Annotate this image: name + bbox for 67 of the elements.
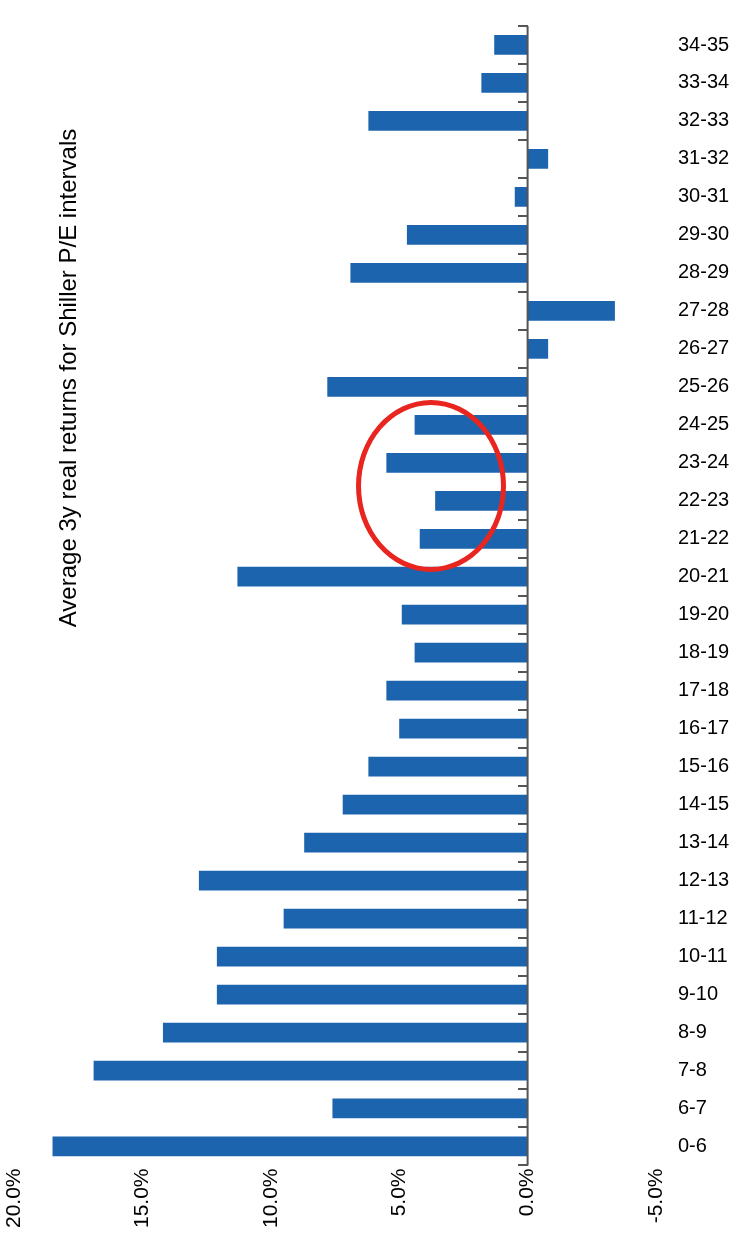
- bar: [52, 1136, 528, 1157]
- y-tick-label: 14-15: [678, 792, 730, 815]
- y-tick-label: 8-9: [678, 1020, 707, 1043]
- bar: [401, 604, 528, 625]
- y-tick-label: 12-13: [678, 868, 730, 891]
- x-tick-label: 0.0%: [514, 1168, 538, 1217]
- bar: [198, 870, 528, 891]
- bar: [481, 73, 528, 93]
- bar: [162, 1022, 528, 1043]
- bar: [327, 376, 528, 397]
- y-tick-label: 25-26: [678, 374, 730, 397]
- bar: [332, 1098, 528, 1119]
- bar: [237, 566, 528, 587]
- bar: [93, 1060, 528, 1081]
- y-tick-label: 27-28: [678, 298, 730, 321]
- y-tick-label: 17-18: [678, 678, 730, 701]
- bar: [414, 642, 528, 663]
- bar: [216, 984, 528, 1005]
- bar: [527, 300, 615, 321]
- y-tick-label: 26-27: [678, 336, 730, 359]
- bar: [368, 111, 528, 131]
- y-tick-label: 15-16: [678, 754, 730, 777]
- bar: [368, 756, 528, 777]
- y-tick-label: 21-22: [678, 526, 730, 549]
- y-tick-label: 18-19: [678, 640, 730, 663]
- bar: [283, 908, 528, 929]
- y-tick-label: 9-10: [678, 982, 719, 1005]
- y-tick-label: 33-34: [678, 70, 730, 93]
- bar: [399, 718, 528, 739]
- y-tick-label: 28-29: [678, 260, 730, 283]
- bar: [406, 225, 528, 245]
- bar: [216, 946, 528, 967]
- x-tick-label: 5.0%: [386, 1168, 409, 1217]
- y-tick-label: 13-14: [678, 830, 730, 853]
- y-tick-label: 31-32: [678, 146, 730, 169]
- y-tick-label: 32-33: [678, 108, 730, 131]
- bar: [435, 490, 528, 511]
- text: Average 3y real returns for Shiller P/E intervals: [54, 128, 82, 628]
- bar: [386, 680, 528, 701]
- bar: [494, 35, 528, 55]
- y-tick-label: 29-30: [678, 222, 730, 245]
- x-tick-label: 20.0%: [0, 1168, 24, 1228]
- bar: [527, 338, 549, 359]
- x-tick-label: 10.0%: [257, 1168, 281, 1228]
- y-tick-label: 10-11: [678, 944, 728, 967]
- y-tick-label: 19-20: [678, 602, 730, 625]
- y-tick-label: 22-23: [678, 488, 730, 511]
- y-tick-label: 34-35: [678, 32, 730, 55]
- y-tick-label: 6-7: [678, 1096, 707, 1118]
- bar: [527, 149, 549, 169]
- y-tick-label: 20-21: [678, 564, 730, 587]
- bar: [419, 528, 528, 549]
- y-tick-label: 7-8: [678, 1058, 707, 1081]
- y-tick-label: 24-25: [678, 412, 730, 435]
- bar: [386, 452, 528, 473]
- y-tick-label: 11-12: [678, 906, 728, 929]
- bar: [514, 187, 528, 207]
- y-tick-label: 23-24: [678, 450, 730, 473]
- bar: [304, 832, 528, 853]
- x-tick-label: 15.0%: [129, 1168, 153, 1228]
- bar: [342, 794, 528, 815]
- bar: [414, 414, 528, 435]
- x-tick-label: -5.0%: [642, 1168, 666, 1224]
- bar: [350, 263, 528, 283]
- y-tick-label: 30-31: [678, 184, 730, 207]
- y-tick-label: 16-17: [678, 716, 730, 739]
- y-tick-label: 0-6: [678, 1133, 707, 1156]
